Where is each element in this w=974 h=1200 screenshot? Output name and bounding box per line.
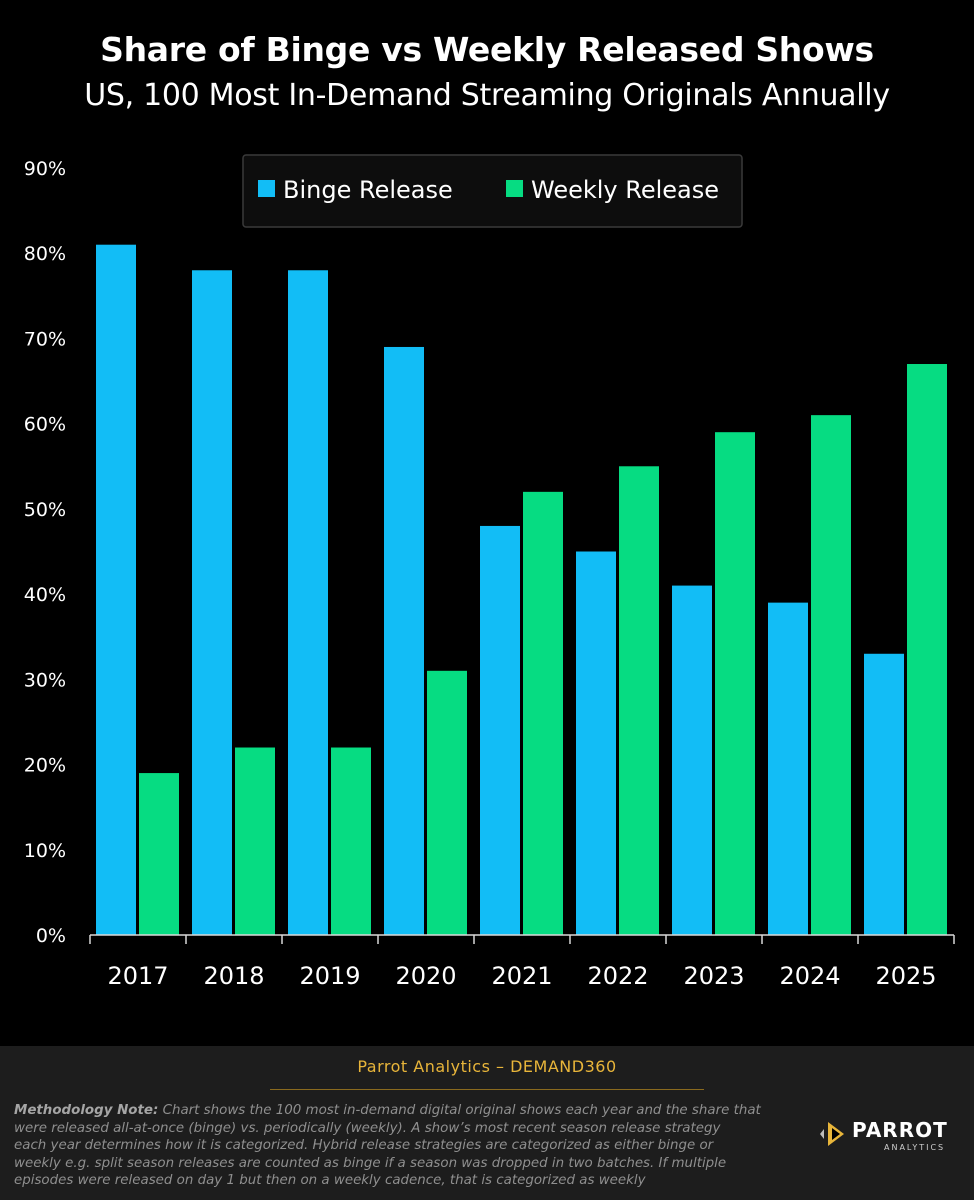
binge-bar [480,525,520,935]
legend-box [242,154,743,228]
y-tick-label: 90% [24,158,66,180]
bars [96,244,947,936]
x-tick-label: 2019 [299,962,360,990]
methodology-line: weekly e.g. split season releases are co… [14,1155,727,1171]
binge-bar [384,346,424,935]
x-axis: 2017 2018 2019 2020 2021 2022 2023 2024 2025 [89,934,955,990]
legend-label: Binge Release [283,176,453,204]
legend: Binge Release Weekly Release [242,154,743,228]
y-tick-label: 30% [24,669,66,691]
legend-swatch [506,180,523,197]
binge-bar [576,551,616,935]
logo-tagline: ANALYTICS [884,1143,946,1152]
x-tick-label: 2024 [779,962,840,990]
methodology-label: Methodology Note: [14,1103,159,1118]
x-tick-label: 2018 [203,962,264,990]
legend-label: Weekly Release [531,176,719,204]
weekly-bar [715,432,755,935]
binge-bar [288,270,328,935]
y-tick-label: 20% [24,755,66,777]
weekly-bar [619,466,659,935]
y-tick-label: 60% [24,414,66,436]
source-divider [270,1089,704,1090]
weekly-bar [235,747,275,935]
parrot-logo-icon [820,1122,844,1146]
y-tick-label: 50% [24,499,66,521]
binge-bar [96,244,136,935]
binge-bar [672,585,712,935]
y-tick-label: 70% [24,328,66,350]
methodology-line: Chart shows the 100 most in-demand digit… [162,1103,761,1118]
weekly-bar [811,415,851,936]
y-axis: 0% 10% 20% 30% 40% 50% 60% 70% 80% 90% [24,158,66,947]
y-tick-label: 0% [36,925,66,947]
logo-wordmark: PARROT [852,1118,948,1142]
x-tick-label: 2022 [587,962,648,990]
methodology-line: were released all-at-once (binge) vs. pe… [14,1120,721,1136]
methodology-line: episodes were released on day 1 but then… [14,1173,646,1189]
weekly-bar [139,773,179,935]
legend-swatch [258,180,275,197]
y-tick-label: 10% [24,840,66,862]
x-tick-label: 2020 [395,962,456,990]
footer-band [0,1046,974,1200]
parrot-analytics-logo: PARROT ANALYTICS [814,1116,964,1156]
source-label: Parrot Analytics – DEMAND360 [357,1057,617,1076]
y-tick-label: 80% [24,243,66,265]
binge-bar [768,602,808,935]
chart-title: Share of Binge vs Weekly Released Shows [100,30,874,69]
x-tick-label: 2023 [683,962,744,990]
weekly-bar [523,491,563,935]
x-tick-label: 2025 [875,962,936,990]
x-tick-label: 2021 [491,962,552,990]
methodology-note: Methodology Note: Chart shows the 100 mo… [14,1102,814,1190]
chart-subtitle: US, 100 Most In-Demand Streaming Origina… [84,78,890,113]
x-tick-label: 2017 [107,962,168,990]
bar-chart: 0%10%20%30%40%50%60%70%80%90% 2017 2018 20… [24,154,955,990]
weekly-bar [331,747,371,935]
weekly-bar [427,670,467,935]
binge-bar [864,653,904,935]
y-tick-label: 40% [24,584,66,606]
methodology-line: each year determines how it is categoriz… [14,1138,714,1154]
weekly-bar [907,364,947,935]
binge-bar [192,270,232,935]
